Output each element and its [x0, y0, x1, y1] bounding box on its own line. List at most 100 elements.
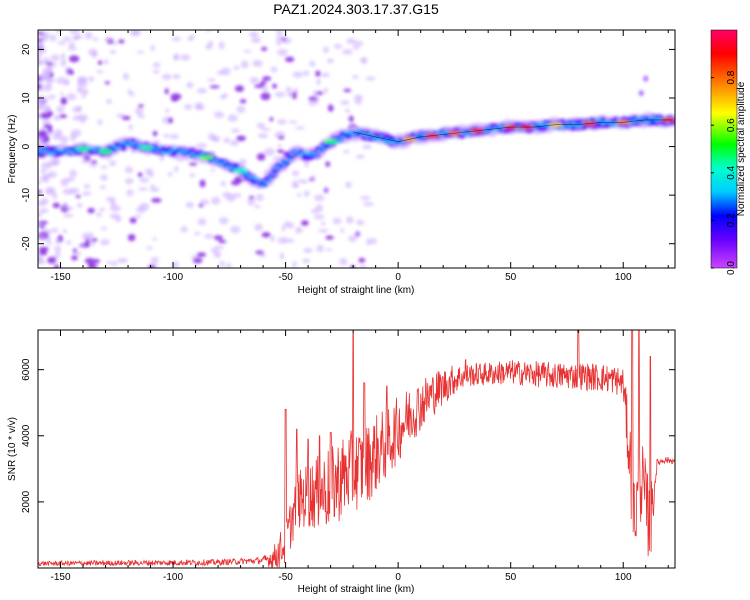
ridge-segment [93, 148, 97, 151]
noise-speckle [292, 71, 304, 78]
noise-speckle [38, 97, 49, 105]
ridge-segment [387, 140, 391, 144]
noise-speckle [40, 168, 46, 174]
noise-speckle [352, 40, 364, 47]
ridge-segment [274, 166, 278, 170]
noise-speckle [104, 37, 114, 43]
noise-speckle [52, 192, 58, 200]
noise-speckle [310, 174, 316, 182]
ridge-segment [184, 150, 189, 153]
noise-speckle [196, 106, 206, 110]
noise-speckle [326, 58, 334, 64]
ridge-segment [190, 152, 194, 155]
noise-speckle [276, 30, 284, 36]
noise-speckle [109, 49, 117, 55]
ridge-segment [398, 142, 402, 146]
ridge-segment [338, 138, 343, 141]
noise-speckle [103, 59, 109, 65]
ridge-segment [289, 155, 295, 160]
noise-speckle [161, 73, 172, 80]
noise-speckle [293, 183, 300, 188]
noise-speckle [276, 40, 282, 46]
ridge-segment [598, 119, 602, 122]
noise-speckle [233, 65, 240, 70]
noise-speckle [62, 36, 72, 42]
x-tick-label: -150 [51, 572, 71, 583]
ridge-segment [311, 152, 316, 155]
noise-speckle [325, 235, 334, 240]
noise-speckle [342, 49, 353, 55]
noise-speckle [38, 248, 48, 256]
noise-speckle [159, 153, 165, 162]
noise-speckle [247, 197, 256, 206]
ridge-segment [38, 151, 44, 156]
noise-speckle [285, 86, 293, 92]
ridge-segment [638, 121, 642, 124]
ridge-segment [271, 172, 275, 175]
ridge-segment [541, 123, 545, 127]
noise-speckle [318, 228, 329, 233]
noise-speckle [213, 235, 224, 241]
noise-speckle [152, 62, 161, 68]
noise-speckle [340, 100, 350, 105]
x-tick-label: 50 [505, 572, 517, 583]
noise-speckle [47, 110, 53, 117]
noise-speckle [85, 238, 90, 247]
ridge-segment [179, 149, 183, 152]
ridge-segment [47, 152, 51, 155]
noise-speckle [49, 157, 61, 166]
noise-speckle [260, 127, 271, 132]
ridge-segment [317, 149, 321, 152]
noise-speckle [138, 104, 144, 108]
noise-speckle [80, 117, 86, 124]
noise-speckle [38, 180, 42, 185]
noise-speckle [353, 94, 364, 100]
x-tick-label: 0 [395, 272, 401, 283]
noise-speckle [129, 217, 137, 224]
x-tick-label: -50 [278, 272, 293, 283]
noise-speckle [44, 136, 50, 142]
noise-speckle [152, 139, 161, 144]
noise-speckle [303, 70, 310, 76]
ridge-segment [487, 126, 491, 129]
ridge-segment [187, 154, 191, 157]
ridge-segment [441, 131, 445, 135]
ridge-segment [516, 121, 522, 127]
noise-speckle [333, 43, 343, 49]
noise-speckle [52, 202, 61, 208]
noise-speckle [77, 202, 83, 208]
noise-speckle [74, 34, 83, 40]
ridge-hotspot [98, 149, 113, 154]
noise-speckle [45, 186, 56, 194]
ridge-segment [151, 149, 157, 153]
noise-speckle [213, 245, 225, 250]
ridge-segment [138, 143, 143, 146]
noise-speckle [260, 92, 271, 101]
noise-speckle [234, 85, 244, 93]
noise-speckle [170, 93, 182, 101]
noise-speckle [137, 187, 149, 191]
noise-speckle [65, 67, 71, 75]
noise-speckle [313, 194, 325, 202]
noise-speckle [196, 143, 208, 148]
noise-speckle [218, 41, 225, 50]
noise-speckle [313, 214, 325, 220]
ridge-segment [379, 135, 383, 139]
noise-speckle [63, 206, 74, 211]
noise-speckle [263, 134, 268, 138]
colorbar-tick-label: 0.4 [726, 165, 737, 179]
noise-speckle [359, 264, 367, 268]
noise-speckle [287, 90, 293, 97]
noise-speckle [365, 76, 376, 81]
ridge-segment [641, 116, 645, 120]
noise-speckle [42, 106, 50, 114]
ridge-segment [644, 120, 648, 124]
ridge-segment [654, 118, 659, 122]
ridge-segment [122, 141, 127, 144]
noise-speckle [137, 114, 146, 119]
ridge-segment [649, 116, 653, 120]
noise-speckle [349, 115, 354, 123]
ridge-segment [128, 141, 132, 144]
ridge-segment [211, 160, 216, 163]
noise-speckle [281, 37, 292, 44]
